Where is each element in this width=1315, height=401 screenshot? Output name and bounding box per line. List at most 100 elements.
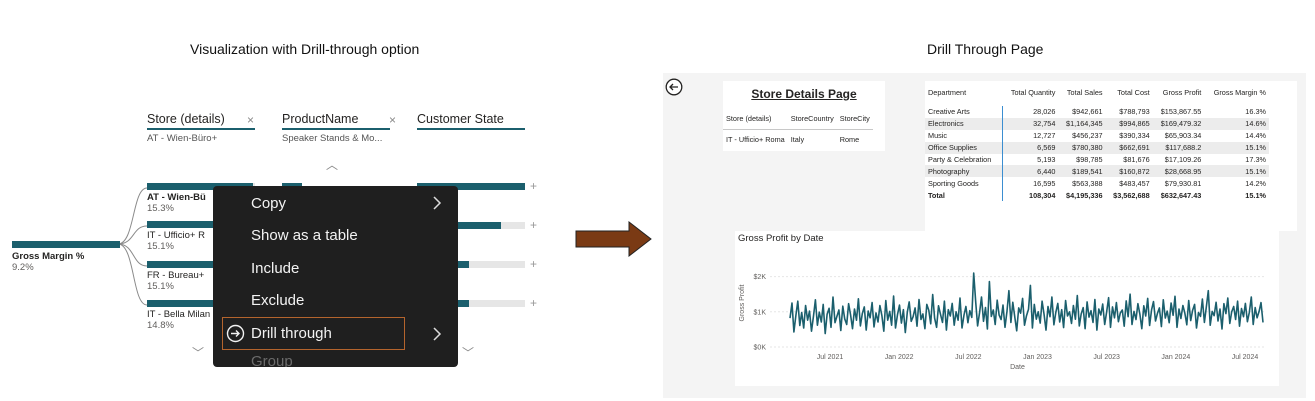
table-cell: Sporting Goods <box>925 177 1003 190</box>
x-tick-label: Jan 2024 <box>1161 354 1190 361</box>
gross-profit-chart-card: Gross Profit by Date $0K $1K $2K Jul 2021 Ja… <box>735 231 1279 386</box>
table-row[interactable]: IT - Ufficio+ Roma Italy Rome <box>723 129 873 149</box>
table-cell: 5,193 <box>1037 155 1056 164</box>
table-row[interactable]: Sporting Goods 16,595 $563,388 $483,457 $79,… <box>925 177 1269 190</box>
back-arrow-icon[interactable] <box>665 78 683 96</box>
expand-plus-icon[interactable]: + <box>530 179 538 193</box>
table-cell: $98,785 <box>1076 155 1103 164</box>
close-icon[interactable]: × <box>389 113 397 127</box>
gross-profit-series-line[interactable] <box>789 272 1264 335</box>
table-cell: 14.2% <box>1245 178 1266 188</box>
context-menu: Copy Show as a table Include Exclude Dri… <box>213 186 458 367</box>
table-cell: Italy <box>790 134 805 144</box>
table-cell: $65,903.34 <box>1164 131 1202 141</box>
node-bar <box>147 300 250 307</box>
table-cell: $169,479.32 <box>1152 117 1205 130</box>
table-cell: $456,237 <box>1072 131 1103 141</box>
line-chart: $0K $1K $2K Jul 2021 Jan 2022 Jul 2022 Jan 202… <box>739 272 1265 371</box>
store-node[interactable]: AT - Wien-Bü 15.3% <box>147 183 255 214</box>
department-table: Department Total Quantity Total Sales To… <box>925 86 1269 202</box>
table-cell: $780,380 <box>1058 141 1106 154</box>
table-cell: $1,164,345 <box>1058 117 1106 130</box>
table-header[interactable]: Gross Margin % <box>1213 88 1266 97</box>
chevron-right-icon <box>433 196 442 210</box>
column-header-filter: Speaker Stands & Mo... <box>282 133 383 144</box>
menu-item-show-as-table[interactable]: Show as a table <box>213 220 458 253</box>
table-row[interactable]: Music 12,727 $456,237 $390,334 $65,903.34 14.… <box>925 129 1269 142</box>
node-bar <box>147 221 252 228</box>
table-cell: Music <box>925 129 1003 142</box>
column-header-customer-state[interactable]: Customer State <box>417 112 525 130</box>
table-row[interactable]: Party & Celebration 5,193 $98,785 $81,676 $1… <box>925 153 1269 166</box>
table-cell: 6,440 <box>1002 165 1059 178</box>
root-bar <box>12 241 120 248</box>
node-value: 15.1% <box>147 281 174 292</box>
table-cell: Rome <box>839 134 860 144</box>
chevron-up-icon[interactable]: ︿ <box>326 158 339 172</box>
tree-connectors <box>117 187 148 306</box>
menu-item-label: Group <box>251 352 293 368</box>
table-header[interactable]: Gross Profit <box>1162 88 1202 97</box>
table-cell: 12,727 <box>1033 131 1056 141</box>
table-cell: 15.1% <box>1204 165 1269 178</box>
table-cell: 16,595 <box>1033 178 1056 188</box>
column-header-product[interactable]: ProductName Speaker Stands & Mo... <box>282 112 390 144</box>
column-header-store[interactable]: Store (details) AT - Wien-Büro+ <box>147 112 255 144</box>
root-node[interactable]: Gross Margin % 9.2% <box>12 241 120 273</box>
table-cell: $28,668.95 <box>1152 165 1205 178</box>
column-header-title: ProductName <box>282 112 390 130</box>
menu-item-drill-through[interactable]: Drill through <box>222 317 405 350</box>
store-table: Store (details) StoreCountry StoreCity I… <box>723 109 873 149</box>
node-value: 15.3% <box>147 203 174 214</box>
table-row[interactable]: Creative Arts 28,026 $942,661 $788,793 $153,… <box>925 106 1269 118</box>
table-header: StoreCity <box>839 114 870 124</box>
table-cell: Party & Celebration <box>925 153 1003 166</box>
store-node[interactable]: FR - Bureau+ 15.1% <box>147 261 255 292</box>
store-node[interactable]: IT - Ufficio+ R 15.1% <box>147 221 255 252</box>
store-node[interactable]: IT - Bella Milan 14.8% <box>147 300 255 331</box>
table-cell: 17.3% <box>1245 155 1266 164</box>
chevron-right-icon <box>433 327 442 341</box>
chevron-down-icon[interactable]: ﹀ <box>462 346 475 360</box>
table-cell: 108,304 <box>1029 190 1056 200</box>
table-header[interactable]: Total Quantity <box>1010 88 1056 97</box>
table-cell: 14.4% <box>1245 131 1266 141</box>
x-tick-label: Jan 2023 <box>1023 354 1052 361</box>
close-icon[interactable]: × <box>247 113 255 127</box>
expand-plus-icon[interactable]: + <box>530 218 538 232</box>
menu-item-label: Include <box>251 259 300 277</box>
flow-arrow <box>575 221 652 257</box>
table-header[interactable]: Department <box>928 88 967 97</box>
caption-left: Visualization with Drill-through option <box>190 41 420 57</box>
table-cell: 16.3% <box>1245 107 1266 117</box>
table-cell: $117,688.2 <box>1152 141 1205 154</box>
root-value: 9.2% <box>12 262 34 273</box>
table-cell: $153,867.55 <box>1160 107 1202 117</box>
menu-item-include[interactable]: Include <box>213 252 458 285</box>
node-value: 15.1% <box>147 241 174 252</box>
column-header-filter: AT - Wien-Büro+ <box>147 133 218 144</box>
department-table-card: Department Total Quantity Total Sales To… <box>925 81 1297 231</box>
menu-item-group[interactable]: Group <box>213 350 458 368</box>
table-row[interactable]: Electronics 32,754 $1,164,345 $994,865 $169,… <box>925 117 1269 130</box>
expand-plus-icon[interactable]: + <box>530 296 538 310</box>
table-row[interactable]: Office Supplies 6,569 $780,380 $662,691 $117… <box>925 141 1269 154</box>
chevron-down-icon[interactable]: ﹀ <box>192 346 205 360</box>
menu-item-exclude[interactable]: Exclude <box>213 285 458 318</box>
table-cell: Electronics <box>925 117 1003 130</box>
menu-item-label: Copy <box>251 194 287 212</box>
node-label: IT - Ufficio+ R <box>147 230 205 241</box>
table-cell: $4,195,336 <box>1066 190 1103 200</box>
table-header[interactable]: Total Sales <box>1066 88 1103 97</box>
table-cell: 14.6% <box>1204 117 1269 130</box>
column-header-title: Customer State <box>417 112 525 130</box>
menu-item-copy[interactable]: Copy <box>213 187 458 220</box>
expand-plus-icon[interactable]: + <box>530 257 538 271</box>
table-cell: $189,541 <box>1058 165 1106 178</box>
table-header[interactable]: Total Cost <box>1117 88 1150 97</box>
state-node[interactable] <box>417 183 525 190</box>
table-cell: $994,865 <box>1105 117 1153 130</box>
table-cell: Office Supplies <box>925 141 1003 154</box>
table-row[interactable]: Photography 6,440 $189,541 $160,872 $28,668.… <box>925 165 1269 178</box>
table-cell: $788,793 <box>1119 107 1150 117</box>
